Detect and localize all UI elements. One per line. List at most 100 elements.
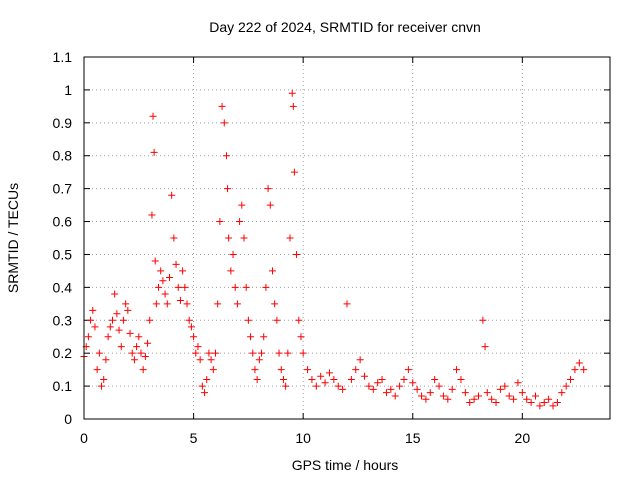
data-point [505, 392, 513, 400]
data-point [190, 333, 198, 341]
data-point [170, 234, 178, 242]
data-point [387, 385, 395, 393]
data-point [161, 290, 169, 298]
data-point [159, 277, 167, 285]
data-point [227, 267, 235, 275]
y-tick-label: 0.4 [53, 279, 73, 295]
data-point [268, 267, 276, 275]
data-point [266, 201, 274, 209]
data-point [317, 372, 325, 380]
data-point [187, 323, 195, 331]
data-point [571, 366, 579, 374]
data-point [562, 382, 570, 390]
data-point [225, 234, 233, 242]
data-point [222, 152, 230, 160]
data-point [212, 349, 219, 357]
data-point [426, 389, 434, 397]
data-point [229, 250, 237, 258]
data-point [262, 283, 270, 291]
data-point [258, 349, 266, 357]
data-point [155, 283, 163, 291]
y-tick-label: 0.8 [53, 148, 73, 164]
data-point [144, 339, 152, 347]
data-point [209, 366, 217, 374]
data-point [297, 333, 305, 341]
data-point [275, 349, 283, 357]
data-point [481, 343, 489, 351]
data-point [453, 366, 461, 374]
data-point [176, 297, 184, 305]
x-tick-label: 10 [295, 430, 311, 446]
data-point [141, 352, 149, 360]
data-point [192, 349, 200, 357]
data-point [247, 333, 255, 341]
x-tick-label: 20 [515, 430, 531, 446]
data-point [249, 349, 257, 357]
y-tick-label: 0 [64, 411, 72, 427]
data-point [277, 366, 285, 374]
data-point [207, 356, 215, 364]
data-point [135, 333, 143, 341]
data-point [356, 356, 364, 364]
data-point [496, 385, 504, 393]
data-point [369, 385, 377, 393]
data-point [435, 382, 443, 390]
data-point [361, 372, 369, 380]
data-point [93, 366, 101, 374]
data-point [100, 376, 108, 384]
data-point [205, 349, 213, 357]
data-point [89, 306, 97, 314]
plot-frame [83, 56, 611, 420]
y-tick-label: 0.3 [53, 312, 73, 328]
data-point [201, 389, 209, 397]
data-point [183, 300, 191, 308]
data-point [115, 326, 123, 334]
data-point [321, 379, 329, 387]
data-point [553, 399, 561, 407]
y-tick-label: 0.5 [53, 246, 73, 262]
data-point [531, 392, 539, 400]
data-point [137, 349, 145, 357]
data-point [312, 382, 320, 390]
x-tick-label: 0 [80, 430, 88, 446]
data-point [284, 349, 292, 357]
data-point [251, 366, 259, 374]
data-point [163, 300, 171, 308]
data-point [286, 234, 294, 242]
data-point [282, 382, 290, 390]
data-point [492, 399, 500, 407]
data-point [527, 399, 535, 407]
data-point [475, 392, 482, 400]
y-axis-label: SRMTID / TECUs [5, 183, 21, 293]
data-point [501, 382, 509, 390]
data-point [181, 283, 189, 291]
data-point [84, 333, 92, 341]
data-point [549, 402, 557, 410]
data-point [196, 356, 204, 364]
data-point [231, 283, 239, 291]
data-point [214, 300, 222, 308]
data-point [457, 376, 465, 384]
data-point [575, 359, 583, 367]
data-point [113, 310, 121, 318]
data-point [374, 379, 382, 387]
chart-title: Day 222 of 2024, SRMTID for receiver cnv… [209, 19, 481, 35]
data-point [126, 329, 134, 337]
data-point [470, 395, 478, 403]
data-point [409, 379, 417, 387]
data-point [253, 376, 261, 384]
data-point [431, 376, 439, 384]
y-tick-label: 0.1 [53, 378, 73, 394]
data-point [545, 395, 553, 403]
y-tick-label: 0.6 [53, 214, 73, 230]
data-point [236, 218, 244, 226]
data-point [299, 349, 307, 357]
data-point [439, 392, 447, 400]
y-tick-label: 0.7 [53, 181, 73, 197]
data-point [523, 395, 531, 403]
data-point [174, 283, 182, 291]
data-point [418, 392, 426, 400]
data-point [91, 323, 99, 331]
y-tick-label: 1 [64, 82, 72, 98]
